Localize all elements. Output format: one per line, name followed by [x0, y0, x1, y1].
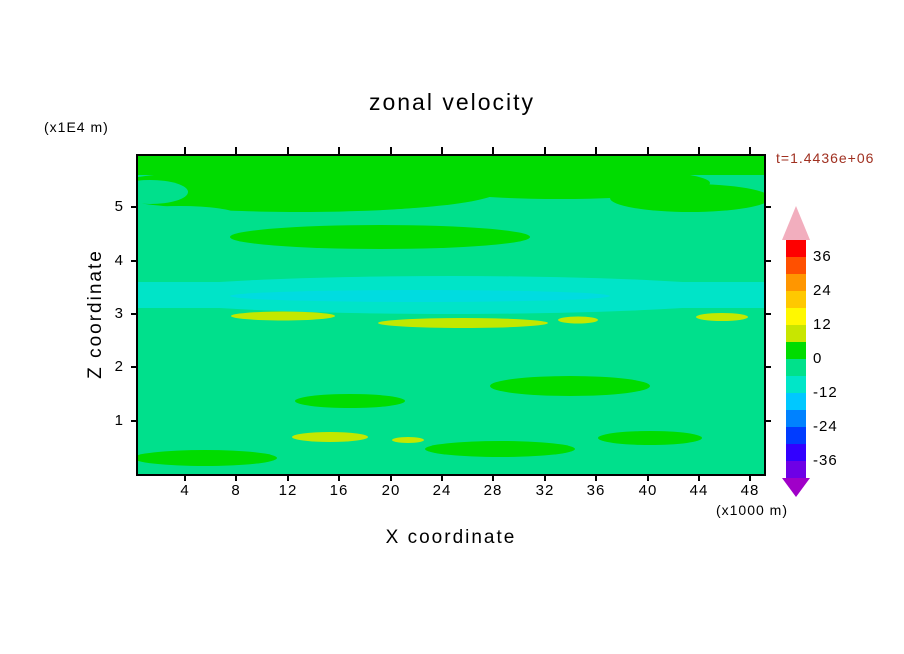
contour-blob-green [490, 376, 650, 396]
plot-title: zonal velocity [368, 89, 536, 115]
contour-blob-green [137, 168, 500, 212]
y-tick-label: 2 [114, 358, 124, 375]
colorbar [782, 206, 810, 497]
colorbar-segment [786, 427, 806, 444]
colorbar-tick-label: -24 [813, 418, 838, 435]
colorbar-segment [786, 393, 806, 410]
y-tick-label: 5 [114, 198, 124, 215]
colorbar-segment [786, 240, 806, 257]
colorbar-segment [786, 342, 806, 359]
contour-blob-green [598, 431, 702, 445]
colorbar-segment [786, 410, 806, 427]
y-tick-label: 1 [114, 412, 124, 429]
colorbar-tick-label: 24 [813, 282, 832, 299]
contour-streak-cyan [230, 290, 610, 302]
colorbar-segment [786, 257, 806, 274]
x-tick-label: 20 [381, 482, 401, 499]
x-ticks-bottom [184, 475, 751, 481]
contour-hole-base [370, 207, 590, 221]
x-tick-label: 40 [638, 482, 658, 499]
x-tick-label: 16 [329, 482, 349, 499]
contour-streak-yellow-green [292, 432, 368, 442]
contour-streak-yellow-green [231, 311, 335, 321]
x-tick-label: 4 [180, 482, 190, 499]
x-tick-label: 8 [231, 482, 241, 499]
contour-streak-yellow-green [696, 313, 748, 321]
x-tick-label: 28 [483, 482, 503, 499]
y-tick-label: 3 [114, 305, 124, 322]
time-annotation: t=1.4436e+06 [776, 150, 875, 166]
contour-blob-green [295, 394, 405, 408]
x-tick-label: 36 [586, 482, 606, 499]
contour-blob-green [610, 184, 765, 212]
colorbar-segment [786, 325, 806, 342]
colorbar-tick-label: 36 [813, 248, 832, 265]
x-axis-units: (x1000 m) [715, 502, 788, 518]
y-axis-units: (x1E4 m) [44, 119, 109, 135]
x-ticks-top [184, 147, 751, 155]
contour-blob-green [425, 441, 575, 457]
x-tick-label: 12 [278, 482, 298, 499]
colorbar-segment [786, 461, 806, 478]
colorbar-segment [786, 274, 806, 291]
y-ticks-right [765, 206, 771, 422]
colorbar-segment [786, 308, 806, 325]
contour-streak-yellow-green [392, 437, 424, 443]
x-tick-label: 48 [740, 482, 760, 499]
y-ticks-left [131, 206, 137, 422]
contour-hole-base [137, 206, 235, 222]
colorbar-tick-label: 0 [813, 350, 823, 367]
x-axis-label: X coordinate [385, 527, 517, 548]
colorbar-under-arrow [782, 478, 810, 497]
velocity-field [137, 155, 765, 475]
colorbar-segment [786, 444, 806, 461]
contour-streak-yellow-green [378, 318, 548, 328]
contour-streak-yellow-green [558, 316, 598, 324]
contour-hole-base [630, 223, 765, 241]
colorbar-tick-label: 12 [813, 316, 832, 333]
colorbar-over-arrow [782, 206, 810, 240]
colorbar-tick-label: -36 [813, 452, 838, 469]
colorbar-segment [786, 359, 806, 376]
contour-blob-green [137, 450, 277, 466]
contour-hole-base [137, 180, 188, 204]
y-tick-label: 4 [114, 252, 124, 269]
colorbar-segment [786, 291, 806, 308]
contour-blob-green [230, 225, 530, 249]
colorbar-tick-label: -12 [813, 384, 838, 401]
x-tick-label: 24 [432, 482, 452, 499]
x-tick-label: 44 [689, 482, 709, 499]
x-tick-label: 32 [535, 482, 555, 499]
colorbar-segment [786, 376, 806, 393]
